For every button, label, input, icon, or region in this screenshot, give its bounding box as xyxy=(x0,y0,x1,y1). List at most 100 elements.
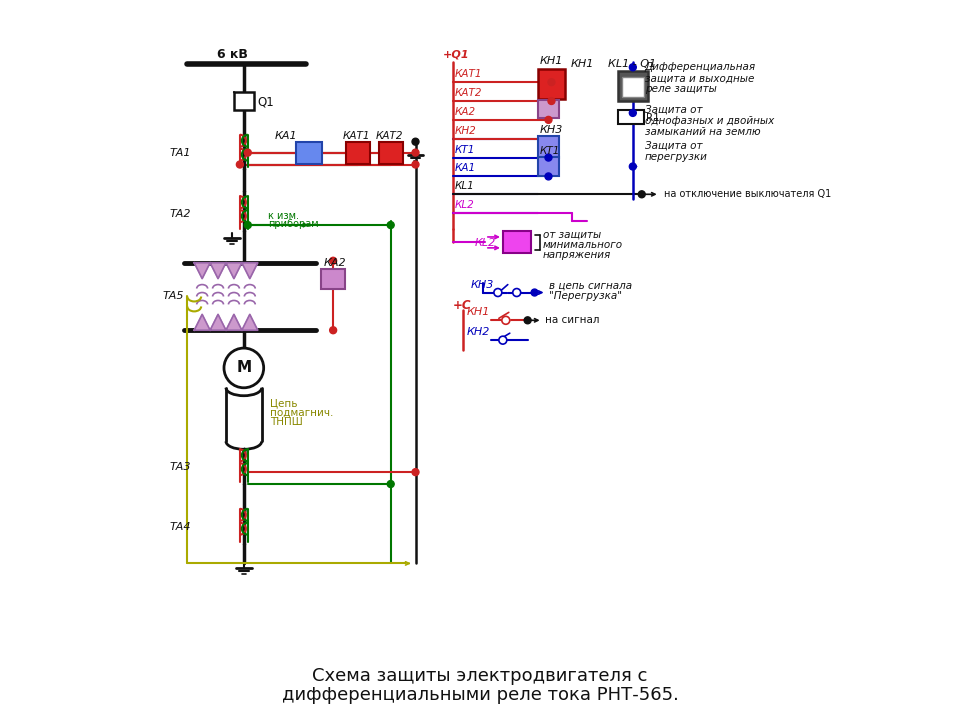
Text: напряжения: напряжения xyxy=(542,250,611,260)
Text: минимального: минимального xyxy=(542,240,623,250)
Bar xyxy=(622,77,644,97)
Polygon shape xyxy=(210,315,226,330)
Text: ТА2: ТА2 xyxy=(169,209,191,219)
Circle shape xyxy=(236,161,243,168)
Circle shape xyxy=(387,222,395,228)
Bar xyxy=(538,100,560,118)
Text: на сигнал: на сигнал xyxy=(545,315,600,325)
Bar xyxy=(297,142,323,163)
Bar xyxy=(538,156,560,176)
Polygon shape xyxy=(226,263,242,279)
Text: приборам: приборам xyxy=(268,219,319,229)
Text: Защита от: Защита от xyxy=(645,140,702,150)
Circle shape xyxy=(499,336,507,344)
Polygon shape xyxy=(194,315,210,330)
Text: КН3: КН3 xyxy=(540,125,563,135)
Circle shape xyxy=(531,289,538,296)
Text: 6 кВ: 6 кВ xyxy=(217,48,248,61)
Bar xyxy=(538,69,565,99)
Text: КН1: КН1 xyxy=(570,59,593,69)
Circle shape xyxy=(245,222,252,228)
Text: "Перегрузка": "Перегрузка" xyxy=(549,292,622,302)
Circle shape xyxy=(412,138,419,145)
Text: КL1 - Q1: КL1 - Q1 xyxy=(608,59,656,69)
Circle shape xyxy=(502,316,510,324)
Circle shape xyxy=(412,149,419,156)
Text: к изм.: к изм. xyxy=(268,211,299,221)
Text: КА1: КА1 xyxy=(275,131,298,140)
Text: R1: R1 xyxy=(646,113,660,123)
Circle shape xyxy=(630,109,636,117)
Bar xyxy=(379,142,402,163)
Circle shape xyxy=(548,78,555,86)
Text: М: М xyxy=(236,361,252,375)
Text: перегрузки: перегрузки xyxy=(645,152,708,161)
Text: КАТ1: КАТ1 xyxy=(343,131,371,140)
Text: КН1: КН1 xyxy=(540,56,563,66)
Circle shape xyxy=(329,327,337,333)
Circle shape xyxy=(630,163,636,170)
Text: КА2: КА2 xyxy=(324,258,346,268)
Text: Цепь: Цепь xyxy=(270,399,298,409)
Text: дифференциальными реле тока РНТ-565.: дифференциальными реле тока РНТ-565. xyxy=(281,686,679,704)
Polygon shape xyxy=(242,263,257,279)
Text: КL2: КL2 xyxy=(455,200,475,210)
Text: Дифференциальная: Дифференциальная xyxy=(645,62,756,72)
Text: КТ1: КТ1 xyxy=(540,145,560,156)
Text: КН2: КН2 xyxy=(455,126,477,136)
Circle shape xyxy=(548,97,555,104)
Polygon shape xyxy=(194,263,210,279)
Text: Защита от: Защита от xyxy=(645,105,702,115)
Circle shape xyxy=(387,480,395,487)
Circle shape xyxy=(545,173,552,180)
Circle shape xyxy=(630,64,636,71)
Circle shape xyxy=(329,257,337,264)
Circle shape xyxy=(412,161,419,168)
Text: ТНПШ: ТНПШ xyxy=(270,417,302,426)
Text: в цепь сигнала: в цепь сигнала xyxy=(549,281,633,291)
Circle shape xyxy=(545,117,552,123)
Text: +Q1: +Q1 xyxy=(444,50,469,59)
Circle shape xyxy=(412,469,419,476)
Text: замыканий на землю: замыканий на землю xyxy=(645,127,760,137)
Polygon shape xyxy=(210,263,226,279)
Text: ТА5: ТА5 xyxy=(162,292,184,302)
Text: КL1: КL1 xyxy=(455,181,475,192)
Polygon shape xyxy=(242,315,257,330)
Circle shape xyxy=(545,154,552,161)
Circle shape xyxy=(224,348,264,388)
Text: КН2: КН2 xyxy=(468,327,491,337)
Text: ТА4: ТА4 xyxy=(169,522,191,531)
Text: КА1: КА1 xyxy=(455,163,476,174)
Text: защита и выходные: защита и выходные xyxy=(645,73,755,84)
Text: Схема защиты электродвигателя с: Схема защиты электродвигателя с xyxy=(312,667,648,685)
Text: подмагнич.: подмагнич. xyxy=(270,408,333,418)
Circle shape xyxy=(493,289,502,297)
Text: КАТ2: КАТ2 xyxy=(375,131,403,140)
Bar xyxy=(346,142,370,163)
Text: КАТ1: КАТ1 xyxy=(455,69,483,79)
Bar xyxy=(503,231,531,253)
Text: реле защиты: реле защиты xyxy=(645,84,716,94)
Text: на отключение выключателя Q1: на отключение выключателя Q1 xyxy=(663,189,830,199)
Text: ТА1: ТА1 xyxy=(169,148,191,158)
Text: Q1: Q1 xyxy=(257,96,275,109)
Circle shape xyxy=(513,289,520,297)
Bar xyxy=(618,71,648,101)
Text: КL2: КL2 xyxy=(475,238,496,248)
Bar xyxy=(618,110,644,124)
Bar xyxy=(538,136,560,158)
Circle shape xyxy=(245,149,252,156)
Bar xyxy=(322,269,345,289)
Text: ТА3: ТА3 xyxy=(169,462,191,472)
Polygon shape xyxy=(226,315,242,330)
Circle shape xyxy=(524,317,531,324)
Text: КА2: КА2 xyxy=(455,107,476,117)
Text: КН1: КН1 xyxy=(468,307,491,318)
Text: +С: +С xyxy=(453,299,471,312)
Text: КТ1: КТ1 xyxy=(455,145,475,155)
Text: однофазных и двойных: однофазных и двойных xyxy=(645,116,774,126)
Circle shape xyxy=(638,191,645,198)
Bar xyxy=(234,92,253,110)
Text: КАТ2: КАТ2 xyxy=(455,88,483,98)
